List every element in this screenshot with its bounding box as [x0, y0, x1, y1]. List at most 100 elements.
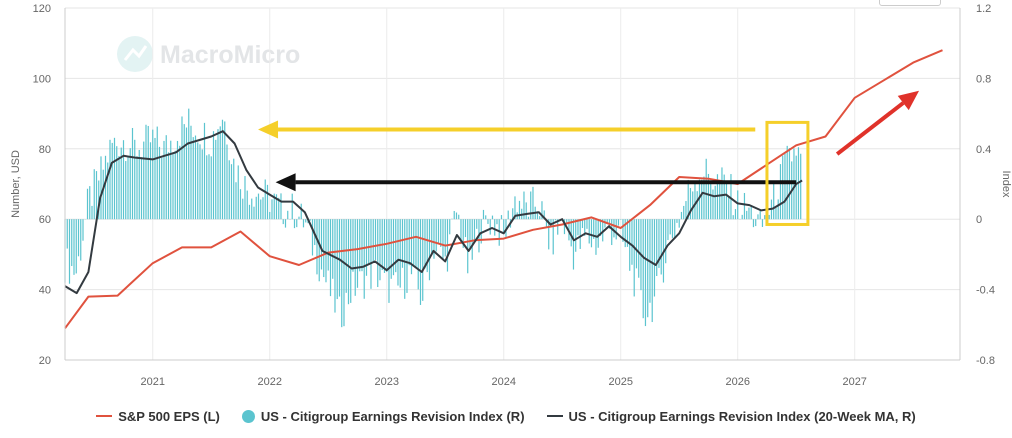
revision-bar [356, 219, 359, 288]
revision-bar [784, 153, 786, 220]
revision-bar [89, 186, 91, 220]
revision-bar [615, 219, 617, 240]
revision-bar [327, 219, 329, 271]
revision-bar [586, 219, 588, 229]
revision-bar [246, 190, 248, 220]
legend-swatch-ma [546, 415, 563, 417]
revision-bar [75, 219, 77, 274]
revision-bar [419, 219, 422, 305]
y-left-tick-label: 60 [39, 214, 51, 226]
revision-bar [113, 137, 116, 220]
revision-bar [109, 139, 111, 220]
revision-bar [273, 193, 275, 220]
revision-bar [604, 219, 606, 228]
revision-bar [399, 219, 401, 288]
revision-bar [350, 219, 352, 303]
revision-bar [305, 219, 307, 223]
revision-bar [703, 176, 705, 220]
revision-bar [374, 219, 377, 260]
revision-bar [239, 189, 242, 220]
revision-bar [530, 191, 532, 220]
revision-bar [296, 219, 298, 228]
revision-bar [543, 210, 545, 220]
x-tick-label: 2022 [257, 376, 281, 388]
revision-bar [244, 176, 246, 220]
legend-item-eps[interactable]: S&P 500 EPS (L) [96, 409, 220, 424]
x-tick-label: 2021 [141, 376, 165, 388]
revision-bar [98, 180, 100, 220]
y-right-tick-label: 1.2 [976, 3, 991, 15]
corner-control[interactable] [879, 0, 941, 6]
revision-bar [476, 219, 478, 229]
yellow-arrow-head [258, 120, 279, 139]
revision-bar [464, 219, 467, 238]
legend-label-ma: US - Citigroup Earnings Revision Index (… [568, 408, 916, 424]
revision-bar [264, 179, 266, 220]
revision-bar [170, 140, 172, 220]
watermark-text: MacroMicro [160, 41, 300, 69]
annotations [258, 90, 920, 226]
revision-bar [71, 219, 73, 267]
revision-bar [730, 174, 732, 220]
revision-bar [194, 135, 197, 220]
revision-bar [548, 219, 550, 250]
revision-bar [397, 219, 399, 286]
revision-bar [221, 119, 224, 220]
revision-bar [271, 199, 273, 220]
revision-bar [392, 219, 395, 276]
revision-bar [449, 219, 451, 235]
revision-bar [658, 219, 660, 268]
revision-bar [93, 169, 95, 220]
revision-bar [147, 125, 149, 220]
revision-bar [359, 219, 361, 272]
revision-bar [698, 179, 701, 220]
revision-bar [755, 219, 757, 227]
revision-bar [343, 219, 345, 327]
revision-bar [440, 219, 442, 247]
revision-bar [282, 219, 284, 225]
revision-bar [487, 219, 489, 224]
revision-bar [86, 188, 89, 220]
revision-bar [507, 210, 509, 220]
revision-bar [77, 219, 80, 257]
revision-bar [158, 146, 161, 220]
revision-bar [406, 219, 408, 293]
revision-bar [431, 219, 433, 254]
revision-bar [759, 209, 761, 220]
revision-bar [332, 219, 334, 279]
revision-bar [575, 219, 577, 252]
revision-bar [667, 219, 669, 241]
revision-bar [152, 129, 154, 220]
revision-bar [413, 219, 415, 265]
revision-bar [482, 209, 485, 220]
revision-bar [154, 137, 156, 220]
revision-bar [116, 146, 118, 220]
revision-bar [165, 135, 167, 220]
revision-bar [761, 219, 764, 227]
revision-bar [622, 219, 624, 242]
revision-bar [541, 201, 543, 220]
revision-bar [779, 164, 782, 220]
revision-bar [206, 155, 208, 220]
revision-bar [383, 219, 386, 273]
revision-bar [190, 125, 192, 220]
revision-bar [66, 219, 68, 249]
revision-bar [721, 167, 723, 220]
y-right-tick-label: 0 [976, 214, 982, 226]
revision-bar [611, 219, 613, 246]
revision-bar [527, 216, 530, 220]
legend-item-ma[interactable]: US - Citigroup Earnings Revision Index (… [546, 408, 916, 424]
legend-item-revision[interactable]: US - Citigroup Earnings Revision Index (… [241, 409, 525, 424]
revision-bar [104, 155, 107, 220]
legend-swatch-revision [241, 409, 255, 423]
ma-line [64, 130, 803, 295]
revision-bar [458, 214, 460, 220]
revision-bar [635, 219, 638, 269]
revision-bar [723, 174, 725, 220]
revision-bar [613, 219, 615, 238]
revision-bar [642, 219, 644, 319]
revision-bar [188, 108, 190, 220]
revision-bar [242, 198, 244, 220]
revision-bar [638, 219, 640, 278]
revision-bar [764, 215, 766, 220]
